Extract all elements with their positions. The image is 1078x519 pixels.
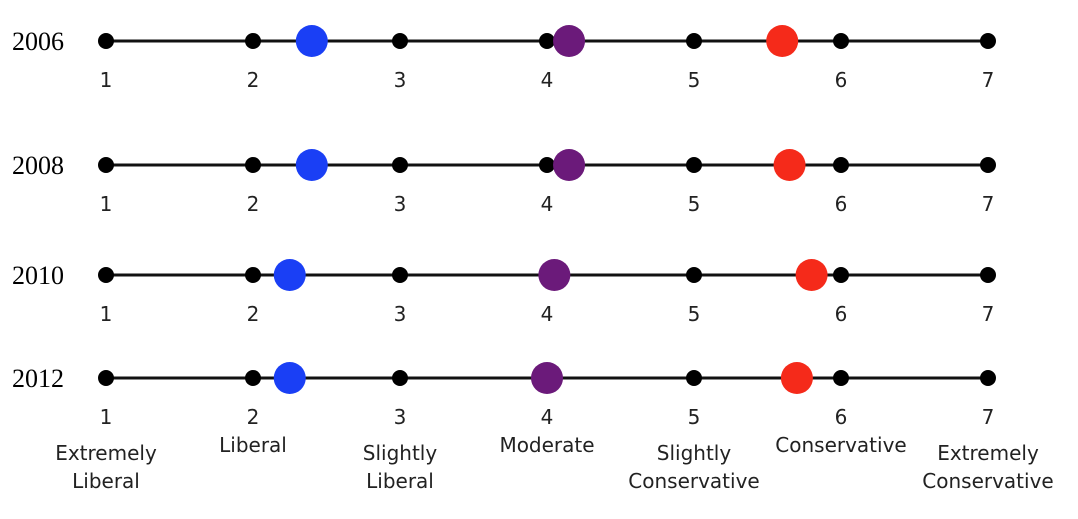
tick-dot-2012-1 xyxy=(98,370,114,386)
tick-label-2012-6: 6 xyxy=(835,405,848,429)
tick-dot-2008-7 xyxy=(980,157,996,173)
tick-label-2006-6: 6 xyxy=(835,68,848,92)
tick-dot-2010-6 xyxy=(833,267,849,283)
tick-label-2008-4: 4 xyxy=(541,192,554,216)
row-2012: 2012 1 2 3 4 5 6 7 xyxy=(12,362,996,429)
scale-label-6-line-1: Conservative xyxy=(775,433,906,457)
row-2006: 2006 1 2 3 4 5 6 7 xyxy=(12,25,996,92)
tick-label-2012-5: 5 xyxy=(688,405,701,429)
tick-label-2006-3: 3 xyxy=(394,68,407,92)
tick-label-2010-7: 7 xyxy=(982,302,995,326)
point-2010-s3 xyxy=(795,259,828,291)
scale-label-5-line-2: Conservative xyxy=(628,469,759,493)
scale-label-3-line-1: Slightly xyxy=(363,441,438,465)
scale-label-4: Moderate xyxy=(499,433,594,457)
tick-dot-2006-2 xyxy=(245,33,261,49)
tick-dot-2010-5 xyxy=(686,267,702,283)
scale-label-5-line-1: Slightly xyxy=(657,441,732,465)
tick-dot-2008-6 xyxy=(833,157,849,173)
year-label-2008: 2008 xyxy=(12,151,64,180)
tick-dot-2010-7 xyxy=(980,267,996,283)
scale-label-7-line-1: Extremely xyxy=(937,441,1039,465)
tick-label-2010-1: 1 xyxy=(100,302,113,326)
scale-label-6: Conservative xyxy=(775,433,906,457)
tick-label-2012-1: 1 xyxy=(100,405,113,429)
point-2008-s1 xyxy=(295,149,328,181)
scale-label-7: Extremely Conservative xyxy=(922,441,1053,493)
point-2012-s2 xyxy=(531,362,563,394)
tick-label-2008-7: 7 xyxy=(982,192,995,216)
scale-labels-layer: Extremely Liberal Liberal Slightly Liberal Mo… xyxy=(55,433,1054,493)
tick-label-2010-5: 5 xyxy=(688,302,701,326)
scale-label-1-line-1: Extremely xyxy=(55,441,157,465)
tick-label-2008-3: 3 xyxy=(394,192,407,216)
tick-dot-2008-3 xyxy=(392,157,408,173)
tick-label-2008-6: 6 xyxy=(835,192,848,216)
point-2006-s1 xyxy=(295,25,328,57)
tick-label-2010-4: 4 xyxy=(541,302,554,326)
tick-label-2010-3: 3 xyxy=(394,302,407,326)
tick-dot-2008-5 xyxy=(686,157,702,173)
tick-label-2012-7: 7 xyxy=(982,405,995,429)
tick-dot-2012-3 xyxy=(392,370,408,386)
tick-dot-2012-7 xyxy=(980,370,996,386)
tick-label-2010-6: 6 xyxy=(835,302,848,326)
tick-label-2010-2: 2 xyxy=(247,302,260,326)
tick-label-2008-2: 2 xyxy=(247,192,260,216)
tick-dot-2006-1 xyxy=(98,33,114,49)
tick-label-2006-4: 4 xyxy=(541,68,554,92)
scale-label-3-line-2: Liberal xyxy=(366,469,434,493)
tick-dot-2008-2 xyxy=(245,157,261,173)
tick-dot-2008-4 xyxy=(539,157,555,173)
tick-label-2006-5: 5 xyxy=(688,68,701,92)
point-2012-s1 xyxy=(273,362,306,394)
point-2006-s3 xyxy=(766,25,799,57)
tick-dot-2008-1 xyxy=(98,157,114,173)
tick-dot-2006-7 xyxy=(980,33,996,49)
tick-label-2008-5: 5 xyxy=(688,192,701,216)
tick-dot-2012-5 xyxy=(686,370,702,386)
year-label-2006: 2006 xyxy=(12,27,64,56)
tick-label-2006-7: 7 xyxy=(982,68,995,92)
rows-layer: 2006 1 2 3 4 5 6 7 2008 1 2 3 4 5 6 7 2010 1 2 3 4 5 6 7 2012 1 2 3… xyxy=(12,25,996,429)
year-label-2010: 2010 xyxy=(12,261,64,290)
tick-dot-2006-4 xyxy=(539,33,555,49)
scale-label-3: Slightly Liberal xyxy=(363,441,438,493)
point-2010-s2 xyxy=(538,259,571,291)
tick-label-2012-4: 4 xyxy=(541,405,554,429)
point-2012-s3 xyxy=(780,362,813,394)
point-2008-s3 xyxy=(773,149,806,181)
tick-label-2012-2: 2 xyxy=(247,405,260,429)
point-2006-s2 xyxy=(553,25,586,57)
tick-label-2006-1: 1 xyxy=(100,68,113,92)
tick-label-2006-2: 2 xyxy=(247,68,260,92)
scale-label-1: Extremely Liberal xyxy=(55,441,157,493)
point-2008-s2 xyxy=(553,149,586,181)
scale-label-2-line-1: Liberal xyxy=(219,433,287,457)
tick-label-2012-3: 3 xyxy=(394,405,407,429)
scale-label-5: Slightly Conservative xyxy=(628,441,759,493)
tick-dot-2006-6 xyxy=(833,33,849,49)
tick-label-2008-1: 1 xyxy=(100,192,113,216)
scale-label-7-line-2: Conservative xyxy=(922,469,1053,493)
scale-label-1-line-2: Liberal xyxy=(72,469,140,493)
row-2010: 2010 1 2 3 4 5 6 7 xyxy=(12,259,996,326)
row-2008: 2008 1 2 3 4 5 6 7 xyxy=(12,149,996,216)
scale-label-4-line-1: Moderate xyxy=(499,433,594,457)
year-label-2012: 2012 xyxy=(12,364,64,393)
tick-dot-2010-1 xyxy=(98,267,114,283)
tick-dot-2010-3 xyxy=(392,267,408,283)
scale-label-2: Liberal xyxy=(219,433,287,457)
tick-dot-2006-3 xyxy=(392,33,408,49)
point-2010-s1 xyxy=(273,259,306,291)
tick-dot-2012-6 xyxy=(833,370,849,386)
tick-dot-2012-2 xyxy=(245,370,261,386)
tick-dot-2010-2 xyxy=(245,267,261,283)
tick-dot-2006-5 xyxy=(686,33,702,49)
